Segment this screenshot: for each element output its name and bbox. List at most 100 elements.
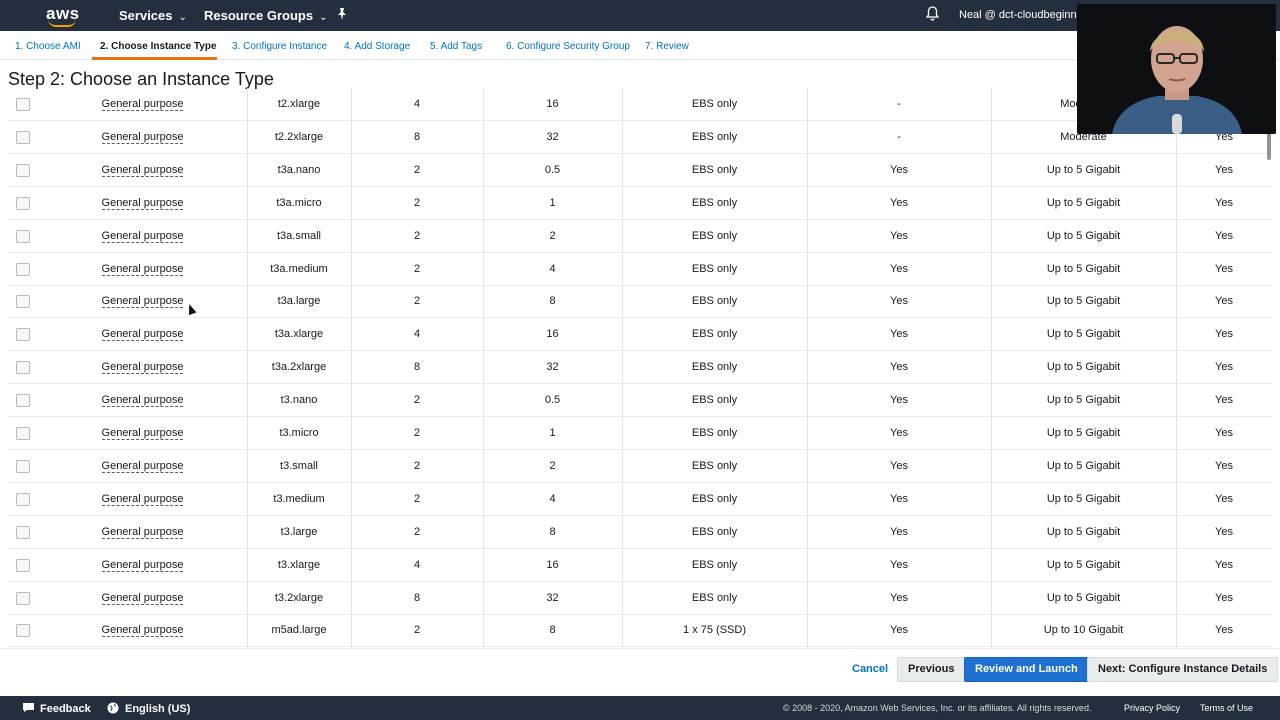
tab-configure-security-group[interactable]: 6. Configure Security Group bbox=[506, 41, 630, 52]
instance-family-tooltip[interactable]: General purpose bbox=[101, 427, 184, 440]
row-select-checkbox[interactable] bbox=[16, 163, 30, 177]
table-row[interactable]: General purpose t3.2xlarge 8 32 EBS only Yes U… bbox=[8, 582, 1272, 615]
instance-family-tooltip[interactable]: General purpose bbox=[101, 558, 184, 572]
row-select-checkbox[interactable] bbox=[16, 492, 30, 506]
network-performance-cell: Up to 5 Gigabit bbox=[1046, 163, 1121, 176]
instance-storage-cell: EBS only bbox=[691, 394, 738, 407]
scrollbar-thumb[interactable] bbox=[1267, 128, 1271, 160]
table-row[interactable]: General purpose t3.xlarge 4 16 EBS only Yes Up… bbox=[8, 549, 1272, 582]
table-row[interactable]: General purpose m5ad.large 2 8 1 x 75 (SSD) Y… bbox=[8, 614, 1272, 648]
feedback-icon bbox=[23, 703, 34, 712]
table-row[interactable]: General purpose t3a.micro 2 1 EBS only Yes Up … bbox=[8, 187, 1272, 220]
instance-family-tooltip[interactable]: General purpose bbox=[101, 361, 184, 375]
cancel-button[interactable]: Cancel bbox=[852, 663, 889, 675]
tab-add-tags[interactable]: 5. Add Tags bbox=[430, 41, 483, 52]
row-select-checkbox[interactable] bbox=[16, 328, 30, 342]
row-select-checkbox[interactable] bbox=[16, 262, 30, 276]
network-performance-cell: Up to 10 Gigabit bbox=[1043, 624, 1124, 637]
instance-storage-cell: EBS only bbox=[691, 229, 738, 242]
table-row[interactable]: General purpose t3.nano 2 0.5 EBS only Yes Up … bbox=[8, 384, 1272, 418]
instance-family-tooltip[interactable]: General purpose bbox=[101, 394, 184, 408]
row-select-checkbox[interactable] bbox=[16, 624, 30, 638]
tab-choose-instance-type[interactable]: 2. Choose Instance Type bbox=[100, 41, 217, 52]
ebs-optimized-cell: Yes bbox=[890, 361, 908, 374]
memory-cell: 8 bbox=[549, 624, 556, 637]
memory-cell: 16 bbox=[546, 558, 559, 571]
table-row[interactable]: General purpose t3.medium 2 4 EBS only Yes Up … bbox=[8, 483, 1272, 516]
tab-add-storage[interactable]: 4. Add Storage bbox=[344, 41, 411, 52]
ebs-optimized-cell: Yes bbox=[890, 525, 908, 538]
instance-family-tooltip[interactable]: General purpose bbox=[101, 295, 184, 309]
memory-cell: 1 bbox=[549, 196, 556, 209]
table-row[interactable]: General purpose t3.large 2 8 EBS only Yes Up t… bbox=[8, 516, 1272, 549]
ipv6-support-cell: Yes bbox=[1215, 492, 1233, 505]
instance-family-tooltip[interactable]: General purpose bbox=[101, 624, 184, 638]
memory-cell: 32 bbox=[546, 130, 559, 143]
instance-family-cell: General purpose bbox=[38, 318, 247, 351]
resource-groups-menu[interactable]: Resource Groups ⌄ bbox=[204, 8, 327, 23]
row-select-checkbox[interactable] bbox=[16, 427, 30, 440]
vcpus-cell: 2 bbox=[413, 229, 421, 242]
table-row[interactable]: General purpose t3a.nano 2 0.5 EBS only Yes Up… bbox=[8, 154, 1272, 187]
instance-family-tooltip[interactable]: General purpose bbox=[101, 163, 184, 177]
row-select-checkbox[interactable] bbox=[16, 459, 30, 473]
chevron-down-icon: ⌄ bbox=[319, 12, 328, 23]
aws-logo[interactable]: aws bbox=[46, 4, 79, 28]
next-configure-instance-button[interactable]: Next: Configure Instance Details bbox=[1087, 657, 1279, 682]
review-and-launch-button[interactable]: Review and Launch bbox=[964, 657, 1089, 682]
table-row[interactable]: General purpose t3.small 2 2 EBS only Yes Up t… bbox=[8, 450, 1272, 483]
tab-choose-ami[interactable]: 1. Choose AMI bbox=[15, 41, 81, 52]
row-select-checkbox[interactable] bbox=[16, 525, 30, 539]
instance-family-tooltip[interactable]: General purpose bbox=[101, 525, 184, 539]
account-menu[interactable]: Neal @ dct-cloudbeginne bbox=[959, 9, 1083, 21]
instance-family-tooltip[interactable]: General purpose bbox=[101, 229, 184, 243]
vcpus-cell: 2 bbox=[413, 525, 421, 538]
instance-type-cell: t3.nano bbox=[280, 394, 318, 407]
table-row[interactable]: General purpose t3a.medium 2 4 EBS only Yes Up… bbox=[8, 253, 1272, 286]
ebs-optimized-cell: Yes bbox=[890, 591, 908, 604]
table-scrollbar[interactable] bbox=[1266, 88, 1272, 648]
row-select-checkbox[interactable] bbox=[16, 130, 30, 144]
instance-family-tooltip[interactable]: General purpose bbox=[101, 591, 184, 605]
table-row[interactable]: General purpose t3.micro 2 1 EBS only Yes Up t… bbox=[8, 417, 1272, 450]
tab-review[interactable]: 7. Review bbox=[645, 41, 689, 52]
instance-family-tooltip[interactable]: General purpose bbox=[101, 328, 184, 342]
previous-button[interactable]: Previous bbox=[897, 657, 966, 682]
bell-icon[interactable] bbox=[925, 6, 940, 21]
vcpus-cell: 2 bbox=[413, 459, 421, 472]
row-select-checkbox[interactable] bbox=[16, 558, 30, 572]
instance-family-tooltip[interactable]: General purpose bbox=[101, 459, 184, 473]
table-row[interactable]: General purpose t3a.xlarge 4 16 EBS only Yes U… bbox=[8, 318, 1272, 352]
vcpus-cell: 8 bbox=[413, 361, 421, 374]
instance-family-cell: General purpose bbox=[38, 351, 247, 384]
ipv6-support-cell: Yes bbox=[1215, 525, 1233, 538]
copyright-text: © 2008 - 2020, Amazon Web Services, Inc.… bbox=[783, 703, 1092, 713]
row-select-checkbox[interactable] bbox=[16, 361, 30, 375]
instance-family-tooltip[interactable]: General purpose bbox=[101, 196, 184, 210]
services-menu[interactable]: Services ⌄ bbox=[119, 8, 187, 23]
row-select-checkbox[interactable] bbox=[16, 196, 30, 210]
row-select-checkbox[interactable] bbox=[16, 591, 30, 605]
instance-family-tooltip[interactable]: General purpose bbox=[101, 130, 184, 144]
row-select-checkbox[interactable] bbox=[16, 295, 30, 309]
pin-icon[interactable] bbox=[336, 7, 348, 24]
feedback-link[interactable]: Feedback bbox=[22, 702, 91, 715]
terms-of-use-link[interactable]: Terms of Use bbox=[1200, 703, 1254, 713]
row-select-checkbox[interactable] bbox=[16, 98, 30, 111]
instance-family-tooltip[interactable]: General purpose bbox=[101, 492, 184, 506]
instance-family-tooltip[interactable]: General purpose bbox=[101, 98, 184, 111]
table-row[interactable]: General purpose t3a.2xlarge 8 32 EBS only Yes… bbox=[8, 351, 1272, 385]
ipv6-support-cell: Yes bbox=[1215, 328, 1233, 341]
instance-family-tooltip[interactable]: General purpose bbox=[101, 262, 184, 276]
row-select-checkbox[interactable] bbox=[16, 229, 30, 243]
language-selector[interactable]: English (US) bbox=[107, 702, 190, 715]
privacy-policy-link[interactable]: Privacy Policy bbox=[1124, 703, 1181, 713]
network-performance-cell: Up to 5 Gigabit bbox=[1046, 295, 1121, 308]
tab-configure-instance[interactable]: 3. Configure Instance bbox=[232, 41, 328, 52]
ipv6-support-cell: Yes bbox=[1215, 558, 1233, 571]
row-select-checkbox[interactable] bbox=[16, 394, 30, 408]
instance-family-cell: General purpose bbox=[38, 483, 247, 516]
table-row[interactable]: General purpose t3a.large 2 8 EBS only Yes Up … bbox=[8, 285, 1272, 319]
table-row[interactable]: General purpose t3a.small 2 2 EBS only Yes Up … bbox=[8, 220, 1272, 253]
